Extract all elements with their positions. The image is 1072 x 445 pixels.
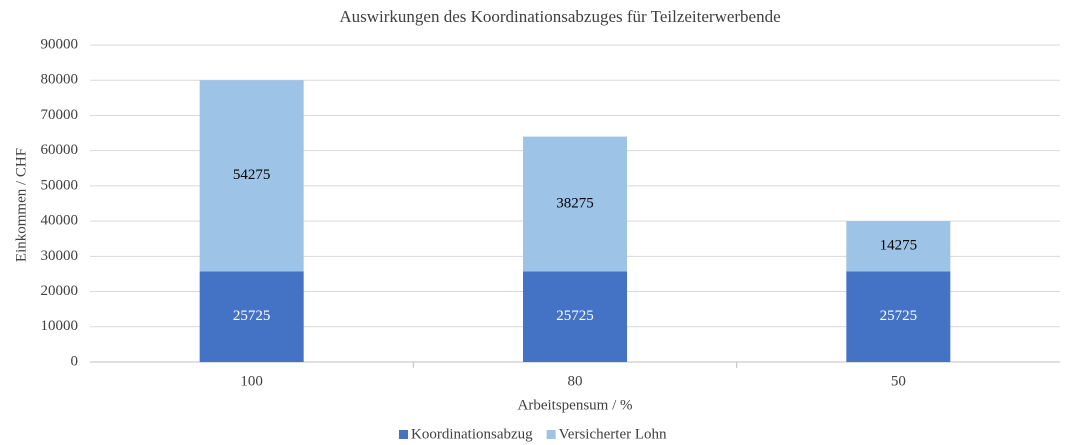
y-axis-label: Einkommen / CHF	[13, 148, 29, 262]
y-tick-label: 20000	[41, 283, 79, 299]
bar-segment	[523, 136, 627, 272]
y-tick-label: 80000	[41, 72, 79, 88]
data-label: 25725	[880, 308, 918, 324]
legend-label: Koordinationsabzug	[411, 426, 533, 442]
y-tick-label: 60000	[41, 142, 79, 158]
data-label: 25725	[556, 308, 594, 324]
y-tick-label: 10000	[41, 318, 79, 334]
x-axis-label: Arbeitspensum / %	[518, 397, 633, 413]
x-tick-label: 50	[891, 373, 906, 389]
bar-segment	[846, 221, 951, 272]
data-label: 14275	[880, 238, 918, 254]
bar-segment	[523, 271, 627, 362]
y-tick-label: 90000	[41, 36, 79, 52]
x-tick-label: 80	[568, 373, 583, 389]
data-label: 25725	[233, 308, 271, 324]
y-tick-label: 70000	[41, 107, 79, 123]
x-tick-label: 100	[240, 373, 263, 389]
y-tick-label: 30000	[41, 248, 79, 264]
legend-label: Versicherter Lohn	[559, 426, 667, 442]
y-tick-label: 0	[71, 353, 79, 369]
y-tick-label: 40000	[41, 213, 79, 229]
data-label: 38275	[556, 195, 594, 211]
bar-segment	[199, 80, 304, 272]
y-tick-label: 50000	[41, 177, 79, 193]
chart-title: Auswirkungen des Koordinationsabzuges fü…	[339, 7, 780, 26]
legend-swatch	[546, 430, 556, 439]
data-label: 54275	[233, 167, 271, 183]
bar-segment	[846, 271, 951, 362]
bar-segment	[199, 271, 304, 362]
legend-swatch	[399, 430, 408, 439]
